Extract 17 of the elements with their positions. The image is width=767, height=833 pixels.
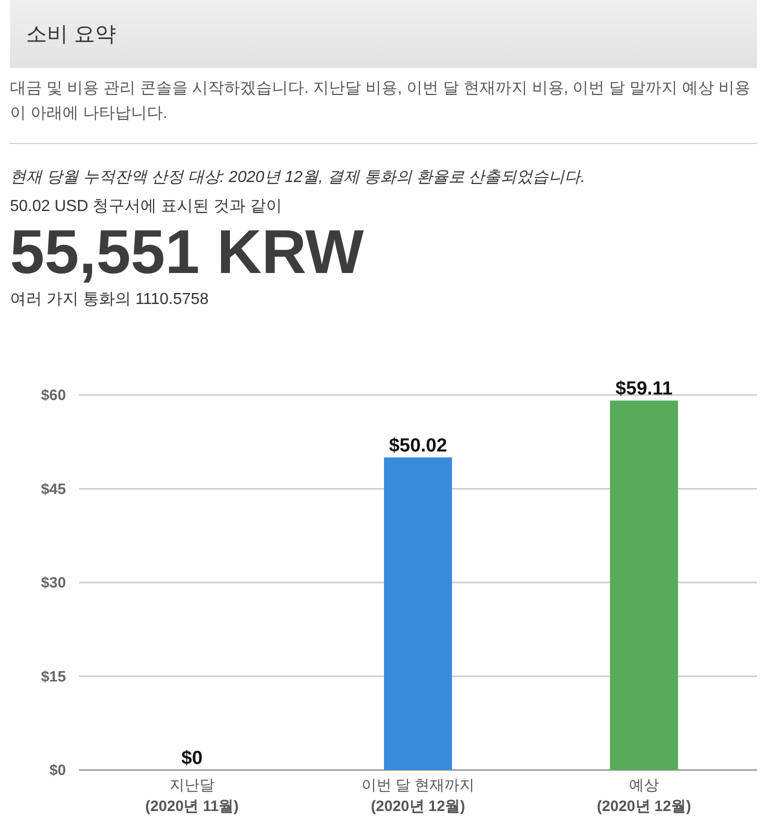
x-tick-label: 예상 (2020년 12월) xyxy=(596,777,692,815)
y-tick-label: $0 xyxy=(49,762,66,779)
text: 55,551 KRW xyxy=(10,218,365,287)
y-tick-label: $60 xyxy=(40,387,66,404)
data-label: $0 xyxy=(181,748,203,769)
data-label: $50.02 xyxy=(388,435,448,456)
data-label: $59.11 xyxy=(615,378,673,400)
y-tick-label: $15 xyxy=(40,668,66,686)
text: 대금 및 비용 관리 콘솔을 시작하겠습니다. 지난달 비용, 이번 달 현재까지 비용, 이번 달 말까지 예상 비용이 아래에 나타납니다. xyxy=(10,76,757,144)
text: 현재 당월 누적잔액 산정 대상: 2020년 12월, 결제 통화의 환율로 산출되었습니다. xyxy=(10,168,586,188)
chart-title: 소비 요약 xyxy=(10,0,757,68)
x-tick-label: 이번 달 현재까지 (2020년 12월) xyxy=(361,777,475,815)
y-tick-label: $30 xyxy=(40,574,66,592)
text: 50.02 USD 청구서에 표시된 것과 같이 xyxy=(10,197,284,217)
y-tick-label: $45 xyxy=(40,480,66,498)
text: 여러 가지 통화의 1110.5758 xyxy=(10,290,210,310)
x-tick-label: 지난달 (2020년 11월) xyxy=(145,777,239,815)
